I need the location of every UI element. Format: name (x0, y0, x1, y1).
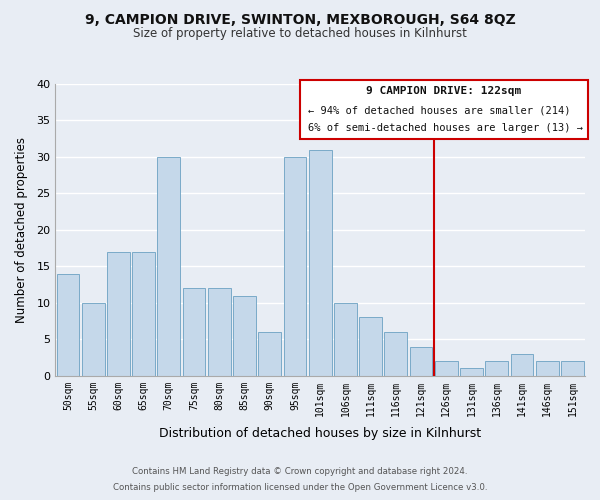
Bar (561, 361, 584, 376)
Text: Contains public sector information licensed under the Open Government Licence v3: Contains public sector information licen… (113, 484, 487, 492)
X-axis label: Distribution of detached houses by size in Kilnhurst: Distribution of detached houses by size … (159, 427, 481, 440)
Text: Size of property relative to detached houses in Kilnhurst: Size of property relative to detached ho… (133, 28, 467, 40)
Bar (460, 368, 483, 376)
Bar (208, 288, 230, 376)
Bar (157, 157, 180, 376)
Text: ← 94% of detached houses are smaller (214): ← 94% of detached houses are smaller (21… (308, 106, 570, 116)
Bar (334, 303, 357, 376)
Bar (56, 274, 79, 376)
Bar (385, 332, 407, 376)
Bar (511, 354, 533, 376)
Bar (309, 150, 332, 376)
Bar (82, 303, 104, 376)
Bar (132, 252, 155, 376)
Bar (536, 361, 559, 376)
Text: 6% of semi-detached houses are larger (13) →: 6% of semi-detached houses are larger (1… (308, 122, 583, 132)
Text: 9, CAMPION DRIVE, SWINTON, MEXBOROUGH, S64 8QZ: 9, CAMPION DRIVE, SWINTON, MEXBOROUGH, S… (85, 12, 515, 26)
Bar (359, 318, 382, 376)
Bar (284, 157, 306, 376)
Bar (233, 296, 256, 376)
Bar (259, 332, 281, 376)
Bar (485, 361, 508, 376)
FancyBboxPatch shape (300, 80, 587, 140)
Bar (107, 252, 130, 376)
Bar (182, 288, 205, 376)
Text: Contains HM Land Registry data © Crown copyright and database right 2024.: Contains HM Land Registry data © Crown c… (132, 467, 468, 476)
Bar (435, 361, 458, 376)
Text: 9 CAMPION DRIVE: 122sqm: 9 CAMPION DRIVE: 122sqm (366, 86, 521, 96)
Bar (410, 346, 433, 376)
Y-axis label: Number of detached properties: Number of detached properties (15, 137, 28, 323)
